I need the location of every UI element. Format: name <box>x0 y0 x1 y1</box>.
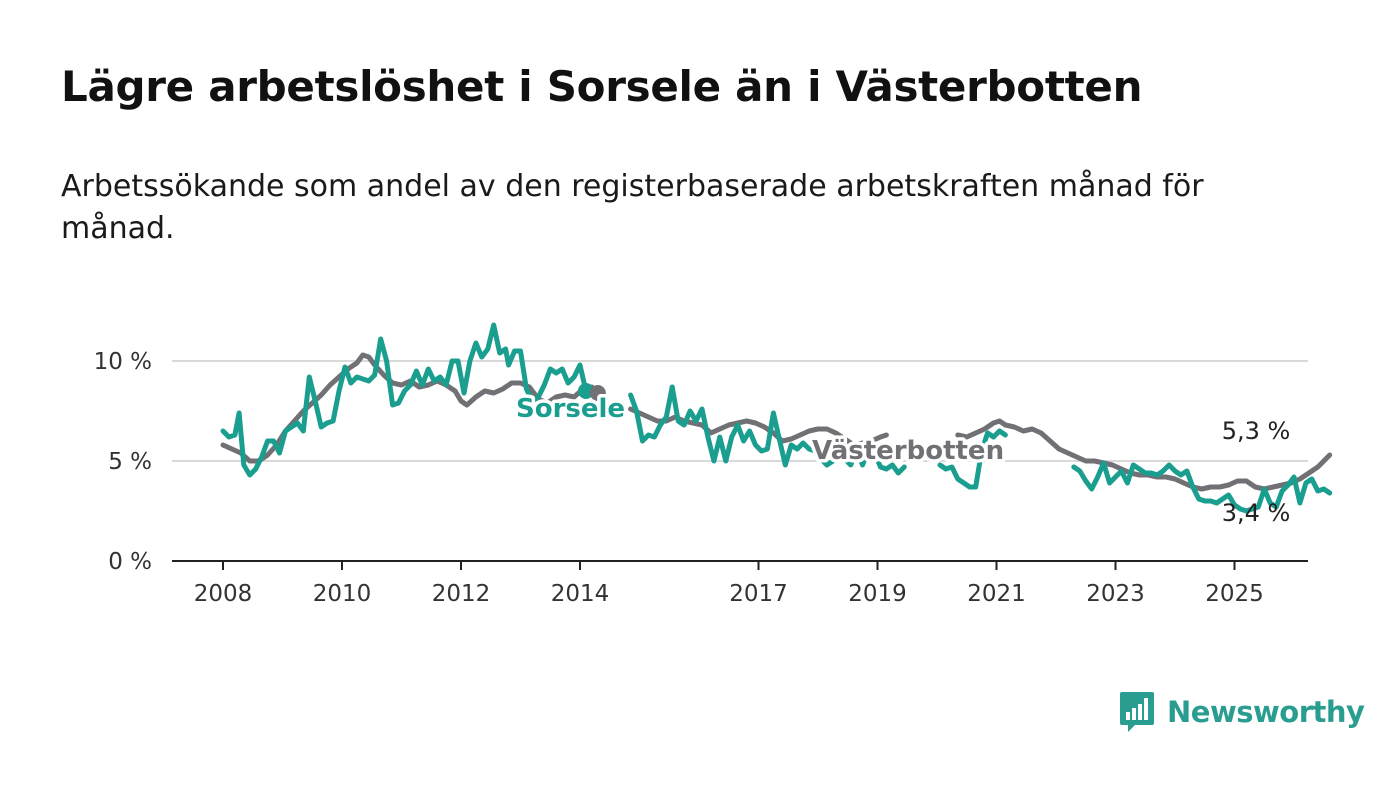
newsworthy-logo: Newsworthy <box>1119 690 1365 734</box>
series-line-sorsele <box>1071 460 1333 514</box>
x-tick-label: 2014 <box>551 581 610 607</box>
series-labels: 3,4 % 5,3 % Sorsele Västerbotten <box>513 391 1291 528</box>
x-tick-label: 2021 <box>967 581 1026 607</box>
series-label-sorsele: Sorsele <box>516 394 625 424</box>
end-point-sorsele <box>577 383 594 399</box>
series-line-sorsele <box>220 322 589 478</box>
y-tick-label: 5 % <box>108 449 152 475</box>
end-label-sorsele: 3,4 % <box>1222 499 1291 527</box>
series-lines <box>220 322 1333 514</box>
x-tick-label: 2019 <box>848 581 907 607</box>
bar-chart-bubble-icon <box>1120 692 1154 732</box>
series-label-vasterbotten: Västerbotten <box>812 436 1004 466</box>
series-line-vasterbotten <box>955 418 1333 492</box>
x-tick-label: 2023 <box>1086 581 1145 607</box>
x-tick-label: 2012 <box>432 581 491 607</box>
y-tick-label: 0 % <box>108 549 152 575</box>
logo-text: Newsworthy <box>1167 695 1365 729</box>
x-tick-label: 2025 <box>1205 581 1264 607</box>
x-tick-label: 2010 <box>313 581 372 607</box>
x-tick-label: 2017 <box>729 581 788 607</box>
axes: 0 % 5 % 10 % 2008 2010 2012 2014 2017 2019 2021 20… <box>94 349 1308 607</box>
y-tick-label: 10 % <box>94 349 152 375</box>
series-line-sorsele <box>628 384 907 476</box>
chart-subtitle: Arbetssökande som andel av den registerb… <box>61 169 1204 246</box>
x-tick-label: 2008 <box>194 581 253 607</box>
end-label-vasterbotten: 5,3 % <box>1222 417 1291 445</box>
chart-title: Lägre arbetslöshet i Sorsele än i Väster… <box>61 62 1143 111</box>
end-point-vasterbotten <box>589 385 606 401</box>
series-line-sorsele <box>937 428 1008 490</box>
series-line-vasterbotten <box>628 406 889 448</box>
